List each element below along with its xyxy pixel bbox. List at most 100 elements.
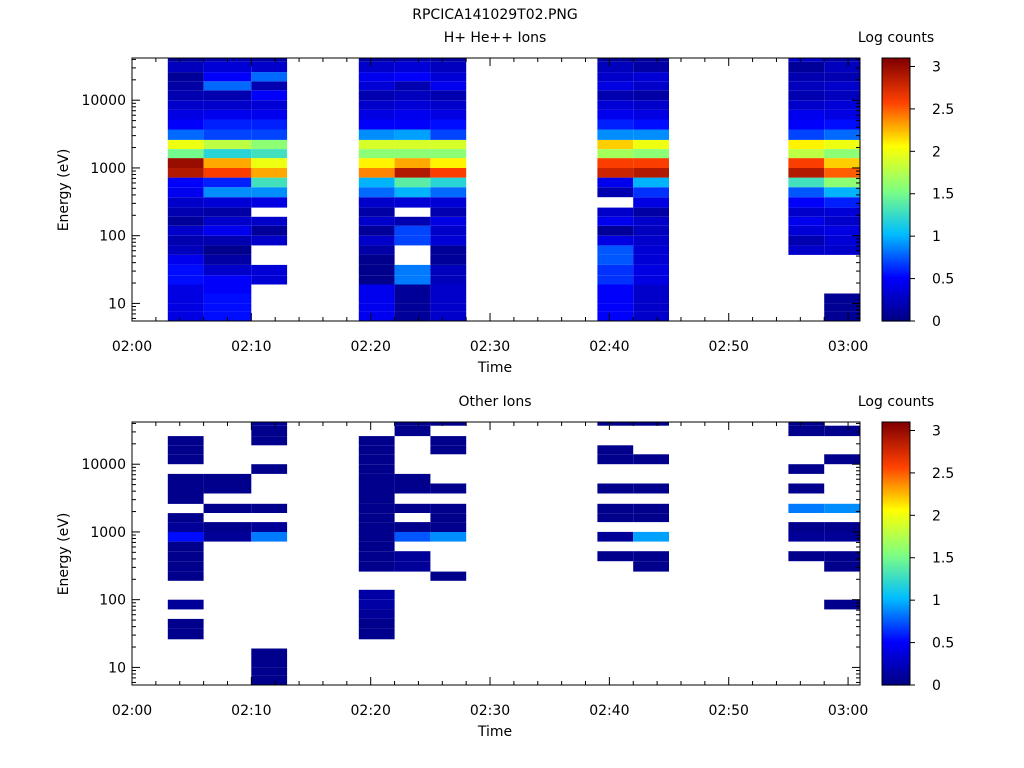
colorbar-segment	[882, 282, 910, 286]
heatmap-cell	[167, 628, 204, 640]
colorbar-tick-label: 1.5	[932, 551, 954, 567]
heatmap-cell	[788, 216, 825, 226]
colorbar-segment	[882, 223, 910, 227]
heatmap-cell	[251, 648, 288, 658]
heatmap-cell	[824, 454, 860, 465]
colorbar-segment	[882, 585, 910, 589]
heatmap-cell	[633, 551, 669, 562]
colorbar-segment	[882, 442, 910, 445]
colorbar-segment	[882, 304, 910, 308]
heatmap-cell	[251, 225, 288, 236]
colorbar-segment	[882, 231, 910, 235]
heatmap-cell	[788, 90, 825, 101]
colorbar-segment	[882, 238, 910, 241]
colorbar-segment	[882, 604, 910, 607]
heatmap-cell	[203, 149, 252, 159]
heatmap-cell	[430, 81, 467, 91]
heatmap-cell	[167, 149, 204, 159]
heatmap-cell	[430, 58, 467, 62]
colorbar-segment	[882, 498, 910, 502]
colorbar-segment	[882, 126, 910, 130]
colorbar-segment	[882, 163, 910, 166]
colorbar-segment	[882, 181, 910, 185]
heatmap-cell	[633, 225, 669, 236]
colorbar-segment	[882, 175, 910, 178]
colorbar-segment	[882, 484, 910, 488]
heatmap-cell	[824, 187, 860, 198]
heatmap-cell	[824, 599, 860, 610]
heatmap-cell	[597, 216, 634, 226]
colorbar-segment	[882, 149, 910, 152]
colorbar-segment	[882, 177, 910, 180]
colorbar-segment	[882, 662, 910, 666]
colorbar-segment	[882, 94, 910, 98]
colorbar-segment	[882, 110, 910, 114]
colorbar-segment	[882, 76, 910, 79]
panel-bottom-xlabel: Time	[477, 724, 512, 740]
heatmap-cell	[430, 293, 467, 304]
colorbar-segment	[882, 626, 910, 629]
colorbar-segment	[882, 298, 910, 302]
colorbar-segment	[882, 581, 910, 585]
heatmap-cell	[167, 618, 204, 629]
colorbar-segment	[882, 86, 910, 89]
heatmap-cell	[430, 158, 467, 168]
colorbar-segment	[882, 244, 910, 247]
colorbar-segment	[882, 496, 910, 500]
heatmap-cell	[167, 541, 204, 552]
colorbar-segment	[882, 610, 910, 613]
heatmap-cell	[394, 149, 431, 159]
colorbar-segment	[882, 646, 910, 650]
colorbar-segment	[882, 219, 910, 223]
heatmap-cell	[430, 177, 467, 188]
heatmap-cell	[203, 187, 252, 198]
colorbar-segment	[882, 551, 910, 555]
heatmap-cell	[358, 254, 395, 265]
colorbar-segment	[882, 227, 910, 231]
heatmap-cell	[633, 90, 669, 101]
colorbar-segment	[882, 549, 910, 553]
colorbar-segment	[882, 502, 910, 506]
colorbar-segment	[882, 444, 910, 447]
heatmap-cell	[167, 129, 204, 140]
heatmap-cell	[251, 464, 288, 474]
y-tick-label: 100	[99, 593, 126, 609]
heatmap-cell	[358, 225, 395, 236]
heatmap-cell	[358, 531, 395, 542]
colorbar-segment	[882, 434, 910, 437]
colorbar-segment	[882, 157, 910, 160]
heatmap-cell	[430, 197, 467, 208]
heatmap-cell	[167, 216, 204, 226]
x-tick-label: 03:00	[828, 703, 868, 719]
heatmap-cell	[788, 177, 825, 188]
colorbar-segment	[882, 286, 910, 290]
heatmap-cell	[358, 311, 395, 321]
heatmap-cell	[788, 81, 825, 91]
panel-bottom: Other Ions Log counts Energy (eV) Time 0…	[56, 394, 954, 740]
colorbar-segment	[882, 136, 910, 140]
heatmap-cell	[788, 207, 825, 217]
colorbar-segment	[882, 66, 910, 69]
colorbar-segment	[882, 294, 910, 298]
colorbar-segment	[882, 648, 910, 652]
colorbar-segment	[882, 68, 910, 71]
colorbar-segment	[882, 537, 910, 540]
heatmap-cell	[824, 139, 860, 149]
colorbar-segment	[882, 234, 910, 237]
colorbar-segment	[882, 638, 910, 642]
colorbar-segment	[882, 529, 910, 532]
colorbar-segment	[882, 90, 910, 93]
heatmap-cell	[167, 599, 204, 610]
heatmap-cell	[358, 483, 395, 494]
colorbar-segment	[882, 116, 910, 120]
heatmap-cell	[394, 551, 431, 562]
heatmap-cell	[358, 216, 395, 226]
colorbar-segment	[882, 100, 910, 104]
heatmap-cell	[824, 109, 860, 120]
heatmap-cell	[167, 207, 204, 217]
heatmap-cell	[633, 311, 669, 321]
colorbar-segment	[882, 209, 910, 213]
heatmap-cell	[788, 225, 825, 236]
colorbar-segment	[882, 280, 910, 284]
colorbar-segment	[882, 142, 910, 146]
